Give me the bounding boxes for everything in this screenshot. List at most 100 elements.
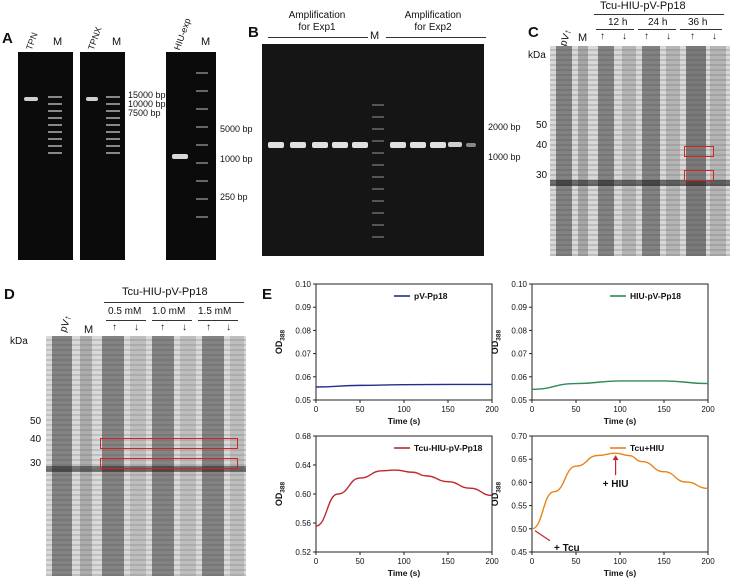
conc-rule-1 xyxy=(106,320,146,321)
ladder-b xyxy=(372,104,384,244)
arrow-c-3: ↑ xyxy=(644,31,649,42)
x-axis-label: Time (s) xyxy=(604,416,637,426)
legend-label: Tcu+HIU xyxy=(630,443,664,453)
marker-2000: 2000 bp xyxy=(488,122,521,132)
lane-label-m-b: M xyxy=(370,30,380,42)
y-tick-label: 0.05 xyxy=(295,396,311,405)
x-tick-label: 200 xyxy=(701,557,715,566)
y-tick-label: 0.09 xyxy=(511,303,527,312)
band-b8 xyxy=(430,142,446,148)
group2-rule xyxy=(386,37,486,38)
x-tick-label: 0 xyxy=(530,405,535,414)
y-tick-label: 0.45 xyxy=(511,548,527,557)
y-tick-label: 0.07 xyxy=(295,350,311,359)
ladder-3 xyxy=(196,72,208,222)
group1-rule xyxy=(268,37,368,38)
marker-5000: 5000 bp xyxy=(220,124,253,134)
marker-7500: 7500 bp xyxy=(128,108,161,118)
x-tick-label: 150 xyxy=(441,557,455,566)
time-rule-3 xyxy=(680,29,722,30)
series-line xyxy=(315,383,492,388)
gel-c xyxy=(550,46,730,256)
mw-50-d: 50 xyxy=(30,416,42,427)
conc-rule-3 xyxy=(198,320,238,321)
y-tick-label: 0.50 xyxy=(511,525,527,534)
highlight-box-c-30 xyxy=(684,170,714,181)
arrow-d-5: ↑ xyxy=(206,322,211,333)
panel-letter-e: E xyxy=(262,286,273,303)
band-b1 xyxy=(268,142,284,148)
ladder-2 xyxy=(106,96,120,156)
band-hiu-exp xyxy=(172,154,188,159)
marker-250: 250 bp xyxy=(220,192,248,202)
time-rule-1 xyxy=(596,29,634,30)
x-tick-label: 0 xyxy=(314,557,319,566)
band-tpn xyxy=(24,97,38,101)
arrow-d-4: ↓ xyxy=(182,322,187,333)
y-tick-label: 0.10 xyxy=(295,280,311,289)
ladder-1 xyxy=(48,96,62,156)
arrow-d-2: ↓ xyxy=(134,322,139,333)
x-tick-label: 200 xyxy=(701,405,715,414)
panel-d: Tcu-HIU-pV-Pp18 0.5 mM 1.0 mM 1.5 mM pV↑… xyxy=(0,280,255,580)
gel-hiu-exp xyxy=(166,52,216,260)
x-tick-label: 50 xyxy=(356,405,365,414)
panel-letter-d: D xyxy=(4,286,15,303)
x-tick-label: 50 xyxy=(572,557,581,566)
x-axis-label: Time (s) xyxy=(388,416,421,426)
group1-line2: for Exp1 xyxy=(298,22,336,33)
y-tick-label: 0.64 xyxy=(295,461,311,470)
time-24h: 24 h xyxy=(648,17,668,28)
mw-30-d: 30 xyxy=(30,458,42,469)
panel-letter-a: A xyxy=(2,30,13,47)
y-tick-label: 0.65 xyxy=(511,455,527,464)
x-tick-label: 100 xyxy=(613,557,627,566)
band-b6 xyxy=(390,142,406,148)
y-tick-label: 0.56 xyxy=(295,519,311,528)
lane-label-m2: M xyxy=(112,36,122,48)
chart-pv-pp18: 0.05 0.06 0.07 0.08 0.09 0.10 0 50 100 150 200 Time… xyxy=(274,280,499,426)
panel-c: Tcu-HIU-pV-Pp18 12 h 24 h 36 h pV↑ M ↑ ↓… xyxy=(528,0,734,260)
group2-line1: Amplification xyxy=(404,10,462,21)
panel-c-title: Tcu-HIU-pV-Pp18 xyxy=(600,0,686,12)
lane-label-pv-c: pV↑ xyxy=(558,27,575,48)
annotation-arrowhead xyxy=(612,455,619,461)
chart-hiu-pv-pp18: 0.05 0.06 0.07 0.08 0.09 0.10 0 50 100 150 200 Time… xyxy=(490,280,715,426)
arrow-d-1: ↑ xyxy=(112,322,117,333)
x-tick-label: 100 xyxy=(397,557,411,566)
marker-1000-b: 1000 bp xyxy=(488,152,521,162)
gel-tpnx xyxy=(80,52,125,260)
panel-c-title-rule xyxy=(594,14,724,15)
band-c-30 xyxy=(550,180,730,186)
series-line xyxy=(315,469,493,527)
x-axis-label: Time (s) xyxy=(604,568,637,578)
highlight-box-d-40 xyxy=(100,438,238,449)
lane-label-m-d: M xyxy=(84,324,94,336)
panel-letter-b: B xyxy=(248,24,259,41)
lane-label-m-c: M xyxy=(578,32,588,44)
panel-d-title-rule xyxy=(104,302,244,303)
y-tick-label: 0.07 xyxy=(511,350,527,359)
band-b2 xyxy=(290,142,306,148)
mw-40-d: 40 xyxy=(30,434,42,445)
legend-label: pV-Pp18 xyxy=(414,291,448,301)
band-b3 xyxy=(312,142,328,148)
marker-10000: 10000 bp xyxy=(128,99,166,109)
y-axis-label: OD388 xyxy=(274,481,287,506)
lane-label-pv-d: pV↑ xyxy=(58,313,75,334)
annotation-label: + HIU xyxy=(603,479,629,490)
group2-line2: for Exp2 xyxy=(414,22,452,33)
band-tpnx xyxy=(86,97,98,101)
x-tick-label: 0 xyxy=(530,557,535,566)
arrow-d-3: ↑ xyxy=(160,322,165,333)
y-tick-label: 0.06 xyxy=(295,373,311,382)
y-tick-label: 0.06 xyxy=(511,373,527,382)
x-tick-label: 150 xyxy=(657,405,671,414)
mw-40-c: 40 xyxy=(536,140,548,151)
x-tick-label: 50 xyxy=(572,405,581,414)
gel-b xyxy=(262,44,484,256)
y-tick-label: 0.08 xyxy=(511,326,527,335)
time-rule-2 xyxy=(638,29,676,30)
marker-1000: 1000 bp xyxy=(220,154,253,164)
gel-tpn xyxy=(18,52,73,260)
